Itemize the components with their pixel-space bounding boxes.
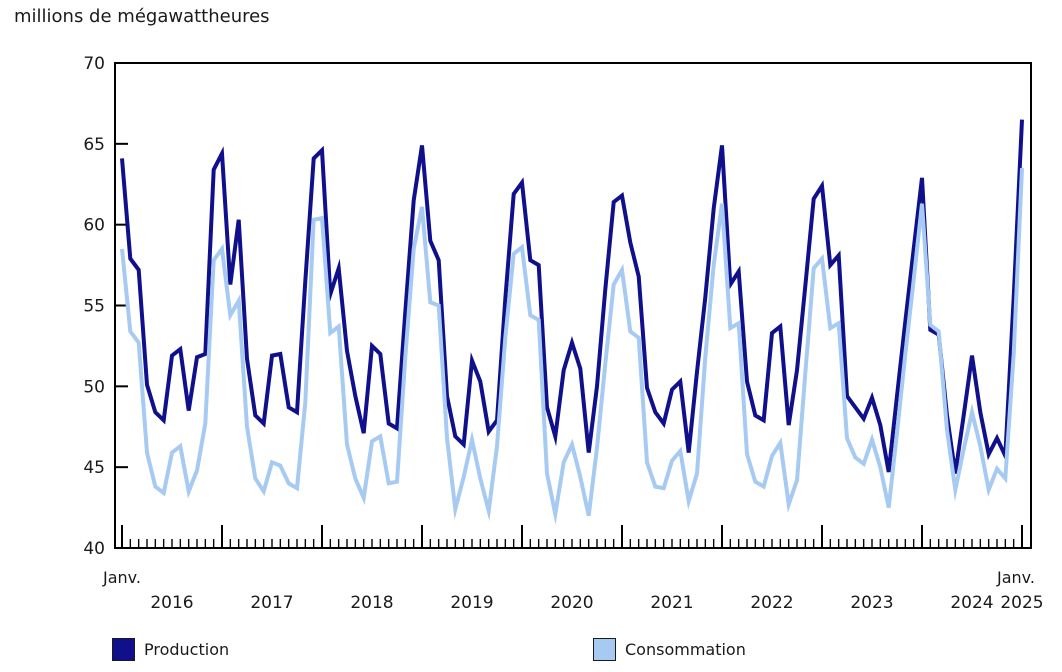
x-axis-year-label: 2022 bbox=[750, 593, 793, 613]
x-axis-end-label: Janv. bbox=[996, 568, 1035, 587]
y-axis-label: 60 bbox=[83, 216, 105, 236]
legend-item-production: Production bbox=[112, 638, 229, 661]
legend-label-production: Production bbox=[144, 640, 230, 659]
y-axis-label: 45 bbox=[83, 458, 105, 478]
x-axis-year-label: 2020 bbox=[550, 593, 593, 613]
chart-title: millions de mégawattheures bbox=[14, 6, 270, 27]
legend: Production Consommation bbox=[0, 638, 1062, 668]
y-axis-label: 55 bbox=[83, 297, 105, 317]
y-axis-label: 40 bbox=[83, 539, 105, 559]
legend-label-consommation: Consommation bbox=[625, 640, 746, 659]
production-line bbox=[120, 119, 1024, 474]
x-axis-year-label: 2018 bbox=[350, 593, 393, 613]
x-axis-year-label: 2017 bbox=[250, 593, 293, 613]
y-axis-label: 50 bbox=[83, 377, 105, 397]
x-axis-year-label: 2023 bbox=[850, 593, 893, 613]
x-axis-year-label: 2024 bbox=[950, 593, 993, 613]
y-axis-label: 65 bbox=[83, 135, 105, 155]
x-axis-year-label: 2019 bbox=[450, 593, 493, 613]
x-axis-start-label: Janv. bbox=[102, 568, 141, 587]
legend-item-consommation: Consommation bbox=[593, 638, 746, 661]
x-axis-end-year-label: 2025 bbox=[1000, 593, 1043, 613]
x-axis-year-label: 2021 bbox=[650, 593, 693, 613]
plot-area: 70 65 60 55 50 45 40 Janv. Janv. 2016 2017 2018 2019… bbox=[83, 54, 1043, 613]
consommation-line bbox=[120, 168, 1024, 526]
production-swatch bbox=[112, 638, 135, 661]
x-axis-year-label: 2016 bbox=[150, 593, 193, 613]
consommation-swatch bbox=[593, 638, 616, 661]
y-axis-label: 70 bbox=[83, 54, 105, 74]
